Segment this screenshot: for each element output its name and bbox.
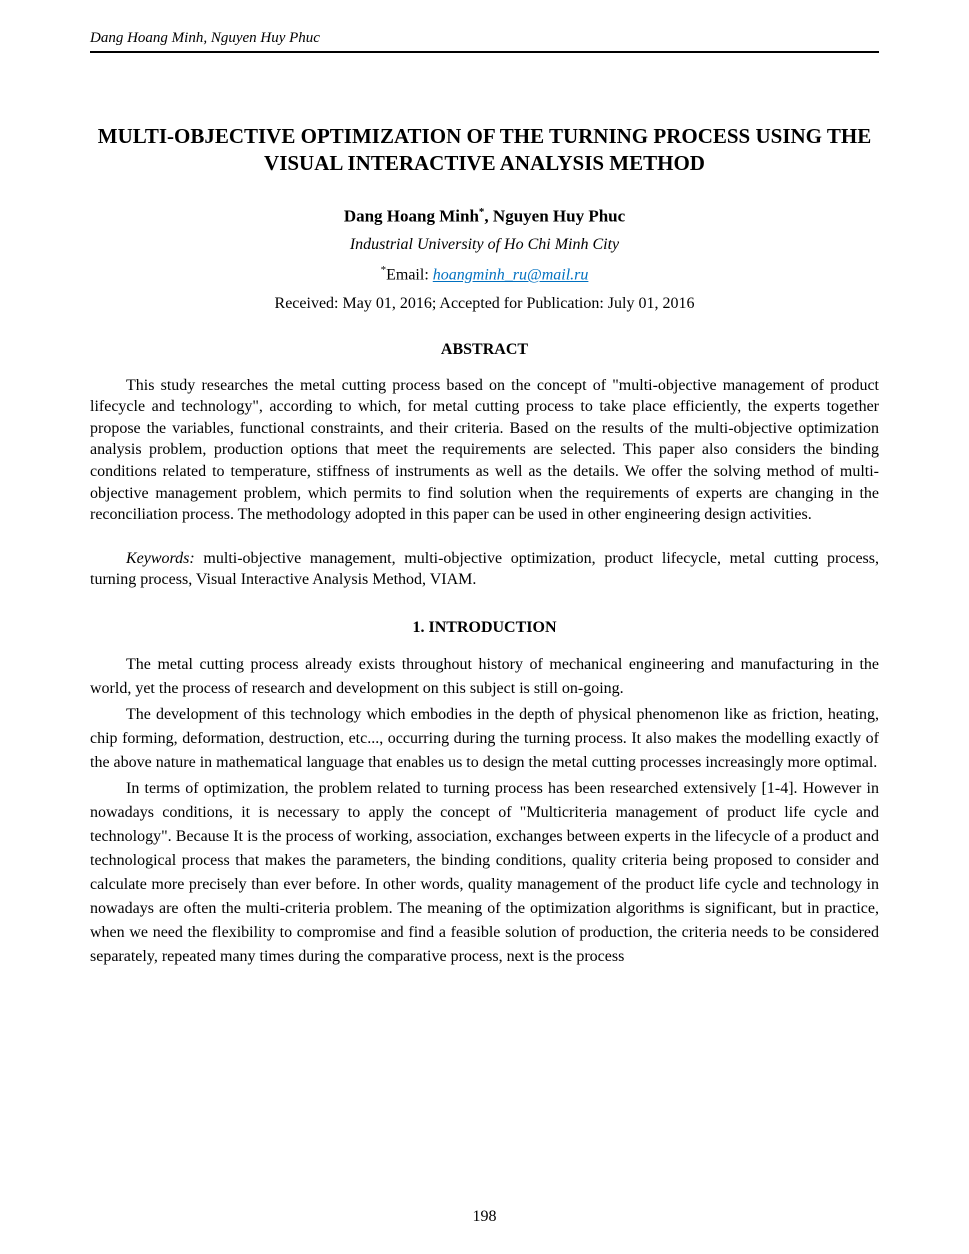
email-line: *Email: hoangminh_ru@mail.ru bbox=[90, 264, 879, 284]
affiliation: Industrial University of Ho Chi Minh Cit… bbox=[90, 236, 879, 254]
abstract-text: This study researches the metal cutting … bbox=[90, 375, 879, 526]
authors-line: Dang Hoang Minh*, Nguyen Huy Phuc bbox=[90, 206, 879, 227]
page-number: 198 bbox=[0, 1208, 969, 1226]
keywords-block: Keywords: multi-objective management, mu… bbox=[90, 548, 879, 591]
intro-para-2: The development of this technology which… bbox=[90, 703, 879, 775]
author-secondary: , Nguyen Huy Phuc bbox=[484, 206, 625, 225]
author-primary: Dang Hoang Minh bbox=[344, 206, 479, 225]
intro-para-1: The metal cutting process already exists… bbox=[90, 653, 879, 701]
email-link[interactable]: hoangminh_ru@mail.ru bbox=[433, 267, 589, 284]
abstract-heading: ABSTRACT bbox=[90, 341, 879, 359]
running-header: Dang Hoang Minh, Nguyen Huy Phuc bbox=[90, 30, 879, 47]
publication-dates: Received: May 01, 2016; Accepted for Pub… bbox=[90, 295, 879, 313]
email-prefix: Email: bbox=[386, 267, 433, 284]
intro-para-3: In terms of optimization, the problem re… bbox=[90, 777, 879, 969]
keywords-label: Keywords: bbox=[126, 550, 195, 567]
header-rule bbox=[90, 51, 879, 53]
paper-title: MULTI-OBJECTIVE OPTIMIZATION OF THE TURN… bbox=[90, 123, 879, 178]
keywords-text: multi-objective management, multi-object… bbox=[90, 550, 879, 589]
section-1-heading: 1. INTRODUCTION bbox=[90, 619, 879, 637]
